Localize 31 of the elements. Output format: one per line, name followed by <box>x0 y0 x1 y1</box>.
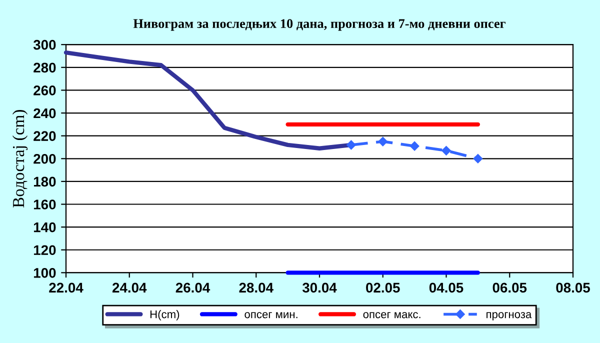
x-tick-label: 30.04 <box>302 282 337 293</box>
point <box>410 141 420 151</box>
y-tick-label: 200 <box>34 154 56 164</box>
y-tick-label: 260 <box>34 86 56 96</box>
y-tick-label: 300 <box>33 40 56 50</box>
point <box>473 154 483 164</box>
x-tick-label: 22.04 <box>49 282 84 293</box>
legend-label: прогноза <box>486 312 532 320</box>
y-tick-label: 160 <box>34 200 56 210</box>
y-tick-label: 100 <box>34 268 56 278</box>
y-axis-title: Водостај (cm) <box>12 110 28 208</box>
x-tick-label: 28.04 <box>239 282 274 293</box>
point <box>378 136 388 146</box>
x-tick-label: 08.05 <box>556 282 590 293</box>
y-tick-label: 240 <box>34 108 56 118</box>
x-tick-label: 24.04 <box>112 282 147 293</box>
point <box>442 146 451 156</box>
x-tick-label: 06.05 <box>492 282 527 293</box>
legend-label: H(cm) <box>150 310 180 320</box>
y-tick-label: 220 <box>34 131 56 141</box>
x-tick-label: 04.05 <box>429 282 464 293</box>
x-tick-label: 26.04 <box>176 282 210 293</box>
y-tick-label: 120 <box>34 245 56 256</box>
chart-title: Нивограм за последњих 10 дана, прогноза и 7-мо дневни опсег <box>133 19 506 31</box>
x-tick-label: 02.05 <box>366 282 400 293</box>
y-tick-label: 140 <box>34 222 56 232</box>
legend-label: опсег макс. <box>363 312 420 318</box>
point <box>346 140 356 150</box>
y-tick-label: 180 <box>34 176 56 187</box>
legend-label: опсег мин. <box>244 312 298 318</box>
y-tick-label: 280 <box>34 62 56 73</box>
